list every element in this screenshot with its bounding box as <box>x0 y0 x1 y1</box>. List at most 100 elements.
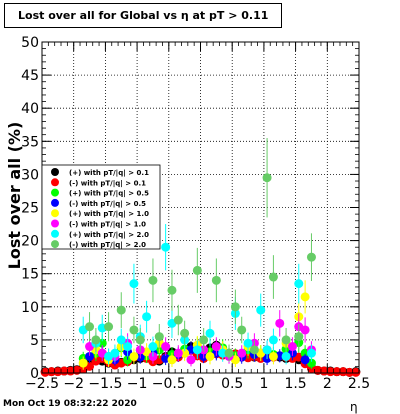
x-tick-label: 2 <box>323 376 332 392</box>
data-point <box>129 279 139 289</box>
data-point <box>249 345 259 355</box>
y-tick-label: 50 <box>21 35 39 51</box>
data-point <box>161 342 171 352</box>
data-point <box>129 325 139 335</box>
data-point <box>268 335 278 345</box>
legend-box <box>41 164 161 250</box>
x-tick-label: 2.5 <box>348 376 370 392</box>
data-point <box>230 302 240 312</box>
data-point <box>167 355 177 365</box>
data-point <box>294 279 304 289</box>
data-point <box>351 367 361 377</box>
data-point <box>173 315 183 325</box>
legend-marker <box>51 168 59 176</box>
data-point <box>173 348 183 358</box>
axes: −2.5 −2 −1.5 −1 −0.5 0 0.5 1 1.5 2 2.5 0 5 10 15 20 25 30… <box>21 35 370 392</box>
data-point <box>294 332 304 342</box>
data-point <box>256 305 266 315</box>
data-point <box>306 252 316 262</box>
data-point <box>85 351 95 361</box>
data-point <box>300 355 310 365</box>
data-point <box>104 322 114 332</box>
data-point <box>332 367 342 377</box>
x-tick-label: −0.5 <box>152 376 186 392</box>
data-point <box>116 305 126 315</box>
y-tick-label: 5 <box>30 333 39 349</box>
y-axis-label: Lost over all (%) <box>5 122 24 270</box>
legend: (+) with pT/|q| > 0.1(-) with pT/|q| > 0… <box>41 164 161 250</box>
data-point <box>268 272 278 282</box>
data-point <box>344 367 354 377</box>
legend-marker <box>51 229 59 238</box>
datestamp: Mon Oct 19 08:32:22 2020 <box>3 399 137 409</box>
data-point <box>325 367 335 377</box>
data-point <box>205 328 215 338</box>
data-point <box>262 345 272 355</box>
data-point <box>161 242 171 252</box>
data-series <box>40 137 361 377</box>
data-point <box>243 338 253 348</box>
data-point <box>211 342 221 352</box>
x-tick-label: 1.5 <box>284 376 306 392</box>
x-tick-label: −1 <box>127 376 148 392</box>
data-point <box>129 351 139 361</box>
data-point <box>205 351 215 361</box>
x-tick-label: 0.5 <box>221 376 243 392</box>
y-tick-label: 10 <box>21 300 39 316</box>
y-tick-label: 30 <box>21 167 39 183</box>
y-tick-label: 45 <box>21 68 39 84</box>
data-point <box>211 275 221 285</box>
data-point <box>268 351 278 361</box>
data-point <box>192 265 202 275</box>
data-point <box>287 342 297 352</box>
data-point <box>262 173 272 183</box>
data-point <box>47 367 57 377</box>
data-point <box>281 335 291 345</box>
data-point <box>275 318 285 328</box>
legend-label: (-) with pT/|q| > 0.1 <box>69 179 146 188</box>
series-6 <box>78 224 316 365</box>
legend-label: (-) with pT/|q| > 1.0 <box>69 221 146 230</box>
data-point <box>135 335 145 345</box>
legend-marker <box>51 178 59 187</box>
y-tick-label: 40 <box>21 101 39 117</box>
data-point <box>123 342 133 352</box>
x-tick-label: −2.5 <box>25 376 59 392</box>
data-point <box>186 355 196 365</box>
data-point <box>110 348 120 358</box>
y-tick-label: 0 <box>30 366 39 382</box>
data-point <box>281 351 291 361</box>
data-point <box>300 292 310 302</box>
data-point <box>148 342 158 352</box>
legend-marker <box>51 219 59 228</box>
data-point <box>180 348 190 358</box>
x-tick-label: −2 <box>63 376 84 392</box>
legend-label: (-) with pT/|q| > 2.0 <box>69 241 146 250</box>
data-point <box>91 335 101 345</box>
legend-label: (+) with pT/|q| > 1.0 <box>69 210 149 219</box>
legend-label: (+) with pT/|q| > 0.5 <box>69 190 149 199</box>
x-tick-label: 0 <box>196 376 205 392</box>
data-point <box>85 322 95 332</box>
legend-marker <box>51 188 59 197</box>
x-tick-label: −1.5 <box>88 376 122 392</box>
data-point <box>300 325 310 335</box>
x-tick-label: 1 <box>259 376 268 392</box>
data-point <box>142 312 152 322</box>
y-tick-label: 35 <box>21 134 39 150</box>
x-axis-label: η <box>350 400 358 414</box>
data-point <box>218 348 228 358</box>
legend-marker <box>51 209 59 218</box>
data-point <box>224 348 234 358</box>
data-point <box>180 328 190 338</box>
y-tick-label: 15 <box>21 267 39 283</box>
data-point <box>237 348 247 358</box>
y-tick-label: 20 <box>21 234 39 250</box>
data-point <box>306 348 316 358</box>
data-point <box>167 285 177 295</box>
chart-title: Lost over all for Global vs η at pT > 0.… <box>4 3 282 28</box>
data-point <box>148 275 158 285</box>
series-7 <box>85 137 316 362</box>
data-point <box>199 335 209 345</box>
